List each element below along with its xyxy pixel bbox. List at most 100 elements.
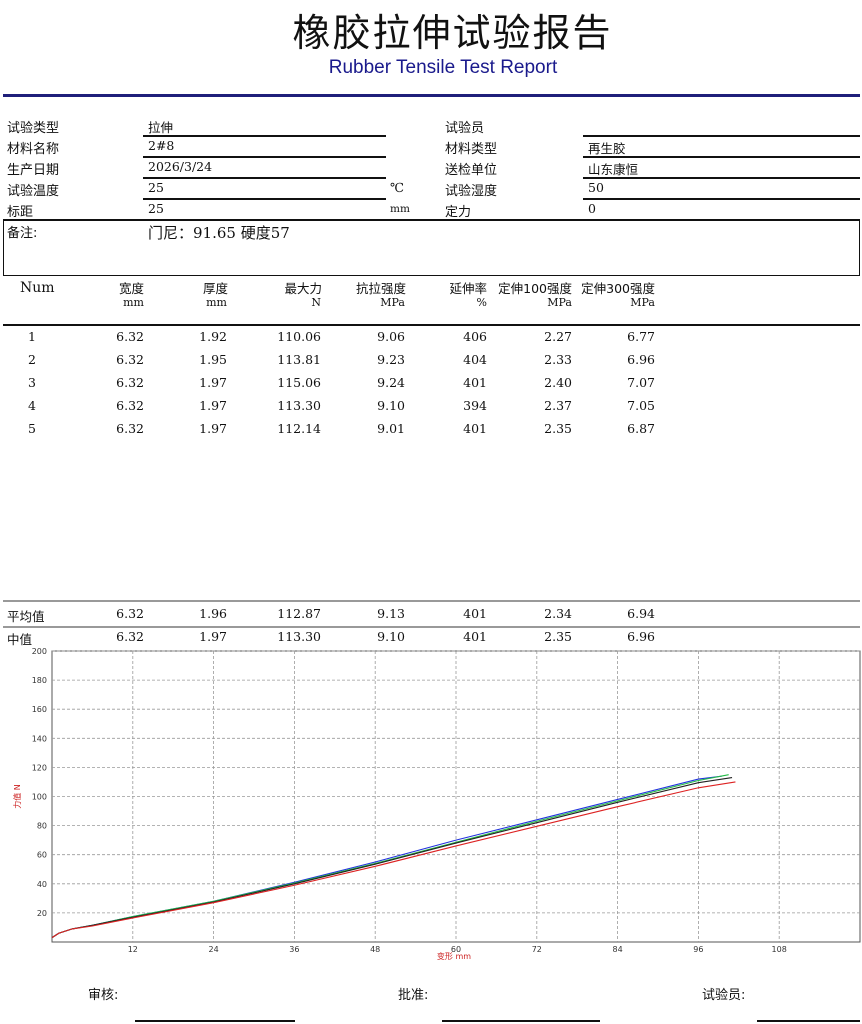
cell-width: 6.32 — [116, 329, 144, 344]
humidity-value: 50 — [588, 180, 604, 195]
remarks-box — [3, 220, 860, 276]
table-row: 5 6.32 1.97 112.14 9.01 401 2.35 6.87 — [0, 419, 862, 442]
cell-tensile-strength: 9.10 — [377, 398, 405, 413]
col-unit-max-force: N — [311, 296, 321, 309]
y-tick-label: 80 — [37, 822, 47, 831]
table-row: 3 6.32 1.97 115.06 9.24 401 2.40 7.07 — [0, 373, 862, 396]
x-tick-label: 12 — [128, 945, 138, 954]
material-name-label: 材料名称 — [7, 142, 60, 157]
field-underline — [583, 135, 860, 137]
reviewer-label: 审核: — [88, 988, 119, 1003]
col-header-width: 宽度 — [118, 281, 144, 296]
y-tick-label: 20 — [37, 909, 47, 918]
x-tick-label: 72 — [532, 945, 542, 954]
y-tick-label: 100 — [32, 793, 47, 802]
cell-thickness: 1.97 — [199, 629, 227, 644]
gauge-label: 标距 — [7, 205, 34, 220]
field-underline — [143, 198, 386, 200]
fixed-force-value: 0 — [588, 201, 596, 216]
x-tick-label: 96 — [693, 945, 703, 954]
fixed-force-label: 定力 — [445, 205, 472, 220]
x-tick-label: 108 — [772, 945, 787, 954]
cell-m300: 7.05 — [627, 398, 655, 413]
cell-num: 3 — [28, 375, 36, 390]
cell-tensile-strength: 9.13 — [377, 606, 405, 621]
field-underline — [143, 177, 386, 179]
test-temp-label: 试验温度 — [7, 184, 60, 199]
cell-m300: 6.77 — [627, 329, 655, 344]
col-unit-tensile-strength: MPa — [380, 296, 405, 309]
col-unit-elongation: % — [476, 296, 487, 309]
approver-label: 批准: — [398, 988, 429, 1003]
tester-signature-label: 试验员: — [702, 988, 746, 1003]
table-header-rule — [3, 324, 860, 326]
x-axis-label: 变形 mm — [437, 951, 471, 961]
cell-num: 4 — [28, 398, 36, 413]
col-header-m100: 定伸100强度 — [498, 281, 572, 296]
field-underline — [143, 156, 386, 158]
cell-m100: 2.33 — [544, 352, 572, 367]
col-unit-m300: MPa — [630, 296, 655, 309]
cell-m300: 6.94 — [627, 606, 655, 621]
cell-elongation: 394 — [463, 398, 487, 413]
y-tick-label: 140 — [32, 734, 47, 743]
cell-m100: 2.27 — [544, 329, 572, 344]
submitter-value: 山东康恒 — [588, 162, 639, 177]
y-tick-label: 180 — [32, 676, 47, 685]
cell-elongation: 404 — [463, 352, 487, 367]
cell-width: 6.32 — [116, 398, 144, 413]
cell-elongation: 401 — [463, 606, 487, 621]
summary-top-rule — [3, 600, 860, 602]
production-date-label: 生产日期 — [7, 163, 60, 178]
title-divider — [3, 94, 860, 97]
cell-num: 中值 — [7, 632, 33, 647]
cell-thickness: 1.95 — [199, 352, 227, 367]
cell-thickness: 1.97 — [199, 375, 227, 390]
cell-thickness: 1.96 — [199, 606, 227, 621]
tester-signature-line — [757, 1020, 860, 1022]
cell-width: 6.32 — [116, 606, 144, 621]
y-tick-label: 40 — [37, 880, 47, 889]
cell-m100: 2.34 — [544, 606, 572, 621]
col-header-num: Num — [20, 280, 55, 296]
cell-tensile-strength: 9.23 — [377, 352, 405, 367]
x-tick-label: 60 — [451, 945, 461, 954]
cell-tensile-strength: 9.06 — [377, 329, 405, 344]
summary-row: 平均值 6.32 1.96 112.87 9.13 401 2.34 6.94 — [0, 604, 862, 627]
col-unit-m100: MPa — [547, 296, 572, 309]
summary-mid-rule — [3, 626, 860, 628]
field-underline — [143, 135, 386, 137]
cell-tensile-strength: 9.10 — [377, 629, 405, 644]
remarks-value: 门尼：91.65 硬度57 — [148, 224, 290, 242]
x-tick-label: 24 — [209, 945, 219, 954]
gauge-value: 25 — [148, 201, 164, 216]
material-name-value: 2#8 — [148, 138, 175, 153]
cell-m100: 2.35 — [544, 421, 572, 436]
reviewer-signature-line — [135, 1020, 295, 1022]
tester-label: 试验员 — [445, 121, 485, 136]
cell-max-force: 113.30 — [277, 398, 321, 413]
cell-elongation: 401 — [463, 375, 487, 390]
col-unit-width: mm — [123, 296, 144, 309]
material-type-value: 再生胶 — [588, 141, 626, 156]
col-header-tensile-strength: 抗拉强度 — [355, 281, 406, 296]
col-header-thickness: 厚度 — [202, 281, 228, 296]
cell-max-force: 115.06 — [277, 375, 321, 390]
table-row: 4 6.32 1.97 113.30 9.10 394 2.37 7.05 — [0, 396, 862, 419]
production-date-value: 2026/3/24 — [148, 159, 213, 174]
y-axis-label: 力值 N — [12, 784, 22, 809]
test-type-label: 试验类型 — [7, 121, 60, 136]
cell-max-force: 113.81 — [277, 352, 321, 367]
cell-width: 6.32 — [116, 352, 144, 367]
cell-elongation: 406 — [463, 329, 487, 344]
cell-thickness: 1.97 — [199, 421, 227, 436]
x-tick-label: 48 — [370, 945, 380, 954]
field-underline — [583, 198, 860, 200]
summary-body: 平均值 6.32 1.96 112.87 9.13 401 2.34 6.94 中值 6.32 1.… — [0, 604, 862, 650]
cell-max-force: 112.87 — [277, 606, 321, 621]
cell-thickness: 1.97 — [199, 398, 227, 413]
series-line-4 — [51, 781, 736, 939]
test-type-value: 拉伸 — [148, 120, 174, 135]
test-temp-value: 25 — [148, 180, 164, 195]
col-unit-thickness: mm — [206, 296, 227, 309]
